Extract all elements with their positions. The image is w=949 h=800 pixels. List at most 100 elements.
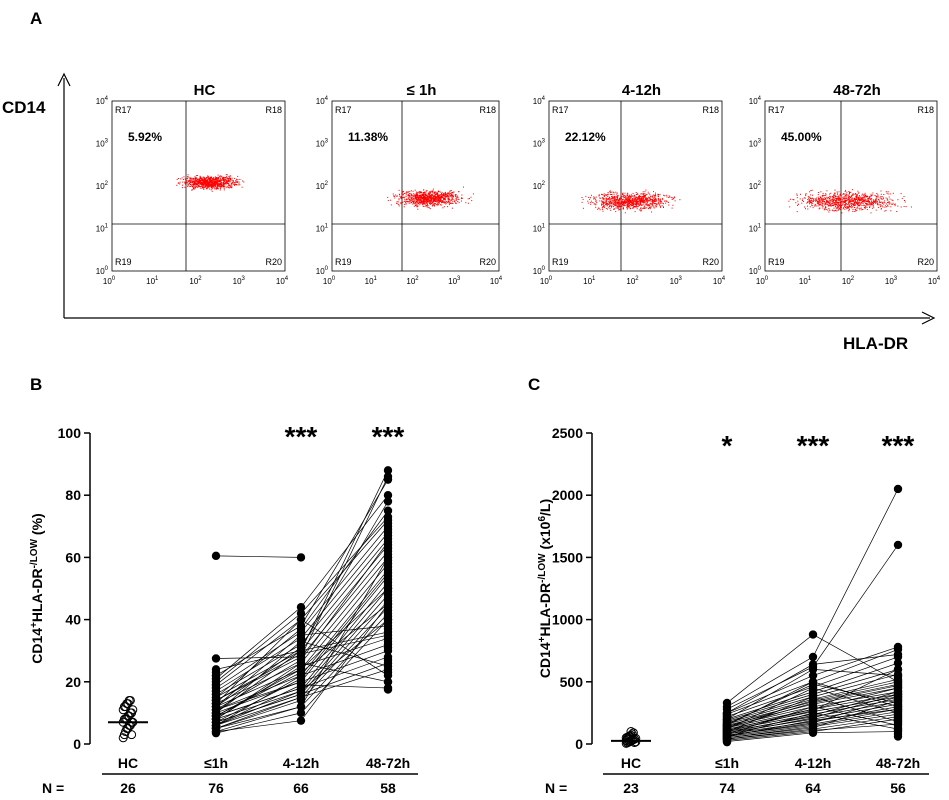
- flow-x-tick-exponent: 3: [894, 276, 898, 282]
- flow-dot: [864, 194, 866, 196]
- flow-dot: [644, 207, 646, 208]
- flow-dot: [849, 198, 851, 200]
- flow-x-tick-label: 104: [713, 276, 726, 286]
- flow-dot: [202, 178, 204, 180]
- flow-dot: [441, 192, 443, 194]
- flow-dot: [191, 185, 193, 187]
- flow-dot: [655, 195, 657, 197]
- flow-dot: [423, 189, 425, 191]
- flow-dot: [196, 186, 198, 188]
- flow-dot: [451, 197, 453, 199]
- flow-dot: [421, 200, 423, 202]
- flow-dot: [615, 207, 617, 209]
- flow-dot: [858, 197, 860, 199]
- flow-dot: [413, 194, 415, 196]
- flow-dot: [817, 203, 819, 205]
- flow-dot: [205, 178, 207, 180]
- flow-dot: [868, 199, 869, 201]
- flow-dot: [869, 201, 870, 203]
- flow-dot: [402, 191, 404, 192]
- flow-dot: [423, 199, 425, 201]
- flow-dot: [882, 202, 883, 204]
- flow-dot: [419, 201, 421, 203]
- flow-dot: [845, 196, 847, 198]
- patient-point: [893, 658, 903, 668]
- flow-dot: [845, 197, 847, 199]
- flow-dot: [849, 191, 851, 193]
- flow-dot: [213, 185, 215, 186]
- flow-dot: [849, 201, 851, 203]
- flow-dot: [603, 205, 605, 207]
- flow-dot: [417, 195, 419, 197]
- flow-dot: [843, 198, 845, 200]
- flow-dot: [897, 205, 899, 207]
- flow-dot: [836, 197, 838, 199]
- flow-dot: [638, 198, 640, 200]
- flow-dot: [437, 192, 439, 194]
- flow-dot: [602, 203, 604, 204]
- flow-dot: [610, 191, 612, 193]
- y-tick-label: 2500: [552, 425, 583, 441]
- patient-points: [211, 466, 393, 738]
- flow-dot: [844, 208, 846, 210]
- y-axis-label-part: HLA-DR: [537, 583, 553, 637]
- flow-dot: [193, 188, 195, 190]
- flow-dot: [467, 202, 469, 204]
- flow-dot: [232, 179, 234, 181]
- flow-dot: [644, 193, 646, 195]
- flow-dot: [633, 200, 635, 202]
- flow-dot: [842, 193, 844, 195]
- flow-dot: [217, 181, 219, 183]
- flow-dot: [458, 198, 460, 200]
- flow-dot: [656, 205, 657, 207]
- n-label: N =: [545, 780, 567, 796]
- flow-dot: [819, 199, 821, 201]
- flow-dot: [214, 180, 216, 182]
- flow-dot: [643, 200, 645, 202]
- flow-dot: [417, 202, 419, 204]
- flow-dot: [428, 195, 430, 197]
- flow-dot: [422, 202, 424, 204]
- flow-dot: [616, 196, 618, 198]
- flow-dot: [437, 203, 439, 205]
- flow-dot: [427, 206, 428, 208]
- flow-dot: [834, 203, 836, 205]
- flow-dot: [854, 207, 855, 208]
- flow-dot: [839, 198, 840, 200]
- flow-dot: [210, 189, 212, 191]
- patient-point: [296, 708, 306, 718]
- flow-dot: [454, 201, 456, 203]
- flow-dot: [581, 197, 583, 198]
- flow-dot: [424, 195, 426, 197]
- flow-dot: [833, 194, 835, 196]
- hc-point: [125, 695, 135, 705]
- flow-dot: [192, 182, 194, 184]
- flow-dot: [853, 201, 855, 203]
- flow-dot: [859, 198, 861, 200]
- flow-dot: [829, 193, 831, 195]
- flow-dot: [795, 202, 797, 204]
- flow-dot: [865, 194, 867, 196]
- flow-dot: [864, 192, 866, 194]
- flow-dot: [413, 200, 415, 202]
- flow-dot: [870, 198, 872, 200]
- flow-dot: [446, 196, 448, 197]
- flow-dot: [638, 195, 640, 197]
- flow-dot: [830, 205, 832, 207]
- flow-dot: [588, 196, 590, 198]
- flow-dot: [628, 199, 630, 201]
- flow-dot: [621, 201, 623, 203]
- flow-dot: [646, 201, 648, 203]
- flow-dot: [860, 202, 862, 204]
- flow-dot: [425, 196, 427, 198]
- flow-dot: [410, 190, 412, 192]
- flow-dot: [436, 199, 438, 200]
- flow-dot: [436, 198, 438, 199]
- flow-dot: [208, 181, 209, 183]
- flow-dot: [654, 197, 656, 199]
- flow-dot: [412, 190, 414, 192]
- flow-dot: [821, 202, 823, 204]
- flow-dot: [453, 191, 455, 193]
- flow-dot: [441, 201, 442, 203]
- flow-dot: [636, 203, 638, 205]
